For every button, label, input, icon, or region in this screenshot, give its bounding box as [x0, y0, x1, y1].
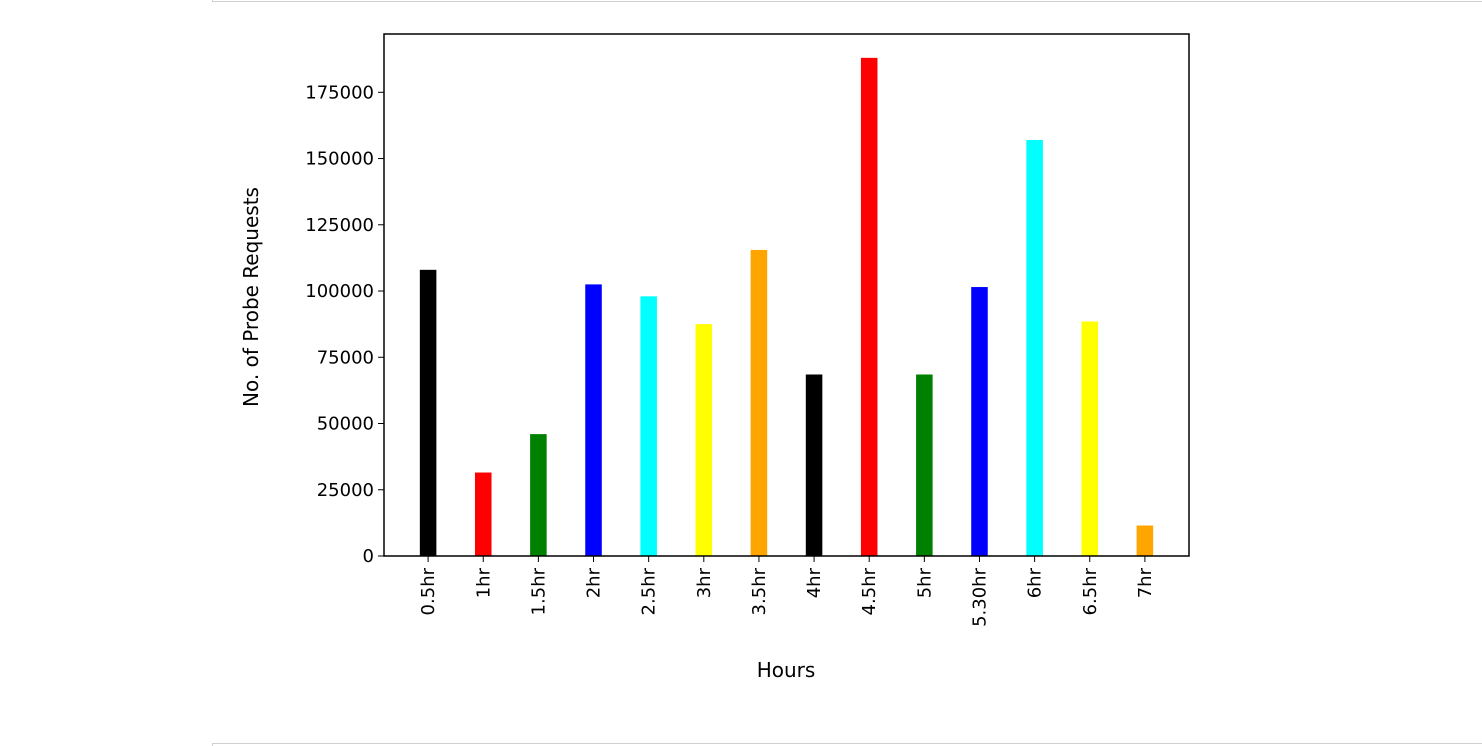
x-tick-label: 2.5hr [639, 567, 660, 615]
x-tick-label: 3hr [694, 567, 715, 598]
x-axis-label: Hours [757, 658, 816, 682]
bar-0.5hr [420, 270, 437, 556]
bar-2.5hr [640, 296, 657, 556]
y-tick-label: 75000 [317, 347, 374, 368]
x-ticks-group: 0.5hr 1hr 1.5hr 2hr 2.5hr 3hr 3.5hr 4hr 4.5hr 5hr… [418, 556, 1156, 627]
x-tick-label: 0.5hr [418, 567, 439, 615]
y-tick-label: 25000 [317, 480, 374, 501]
bars-group [420, 58, 1153, 556]
x-tick-label: 6.5hr [1080, 567, 1101, 615]
x-tick-label: 5.30hr [969, 567, 990, 626]
y-tick-label: 125000 [305, 215, 374, 236]
x-tick-label: 6hr [1025, 567, 1046, 598]
y-tick-label: 0 [363, 546, 374, 567]
x-tick-label: 7hr [1135, 567, 1156, 598]
x-tick-label: 1hr [473, 567, 494, 598]
axes-frame [384, 34, 1189, 556]
bar-3hr [696, 324, 713, 556]
bar-1hr [475, 473, 492, 556]
bar-6hr [1026, 140, 1043, 556]
bar-6.5hr [1081, 322, 1098, 557]
bar-2hr [585, 284, 602, 556]
bar-7hr [1137, 526, 1154, 556]
y-tick-label: 175000 [305, 82, 374, 103]
y-axis-label: No. of Probe Requests [239, 187, 263, 407]
x-tick-label: 1.5hr [528, 567, 549, 615]
bar-3.5hr [751, 250, 768, 556]
x-tick-label: 4hr [804, 567, 825, 598]
x-tick-label: 2hr [584, 567, 605, 598]
bar-5hr [916, 374, 933, 556]
y-tick-label: 100000 [305, 281, 374, 302]
y-tick-label: 150000 [305, 149, 374, 170]
bar-4.5hr [861, 58, 878, 556]
bar-5.30hr [971, 287, 988, 556]
y-ticks-group: 0 25000 50000 75000 100000 125000 150000 175000 [305, 82, 384, 567]
x-tick-label: 3.5hr [749, 567, 770, 615]
x-tick-label: 4.5hr [859, 567, 880, 615]
x-tick-label: 5hr [914, 567, 935, 598]
bar-1.5hr [530, 434, 547, 556]
bar-4hr [806, 374, 823, 556]
y-tick-label: 50000 [317, 414, 374, 435]
